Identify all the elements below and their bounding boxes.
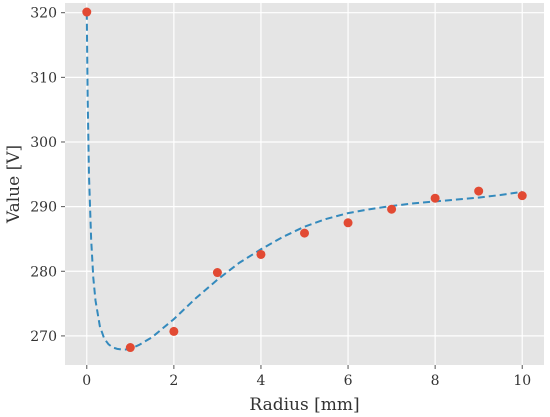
plot-background xyxy=(65,3,544,365)
data-point xyxy=(212,268,222,278)
y-tick-label: 300 xyxy=(30,135,57,151)
y-tick-label: 290 xyxy=(30,200,57,216)
x-tick-label: 0 xyxy=(82,373,91,389)
data-point xyxy=(387,204,397,214)
data-point xyxy=(517,191,527,201)
x-tick-label: 6 xyxy=(344,373,353,389)
ticks: 0 2 4 6 8 10 270 280 290 300 310 320 xyxy=(30,6,531,389)
y-axis-label: Value [V] xyxy=(4,145,24,224)
series-layer xyxy=(82,7,527,353)
y-tick-label: 270 xyxy=(30,329,57,345)
data-point xyxy=(125,343,135,353)
y-tick-label: 320 xyxy=(30,6,57,22)
fit-curve xyxy=(85,12,523,351)
data-point xyxy=(343,218,353,228)
data-point xyxy=(300,228,309,238)
data-point xyxy=(474,186,484,196)
x-tick-label: 8 xyxy=(431,373,440,389)
y-tick-label: 310 xyxy=(30,70,57,86)
y-tick-label: 280 xyxy=(30,264,57,280)
data-point xyxy=(82,7,92,17)
data-point xyxy=(430,193,440,203)
x-tick-label: 10 xyxy=(513,373,531,389)
x-tick-label: 4 xyxy=(256,373,265,389)
grid xyxy=(65,3,544,365)
data-point xyxy=(169,326,179,336)
data-point xyxy=(256,249,266,259)
x-tick-label: 2 xyxy=(169,373,178,389)
x-axis-label: Radius [mm] xyxy=(249,395,359,415)
